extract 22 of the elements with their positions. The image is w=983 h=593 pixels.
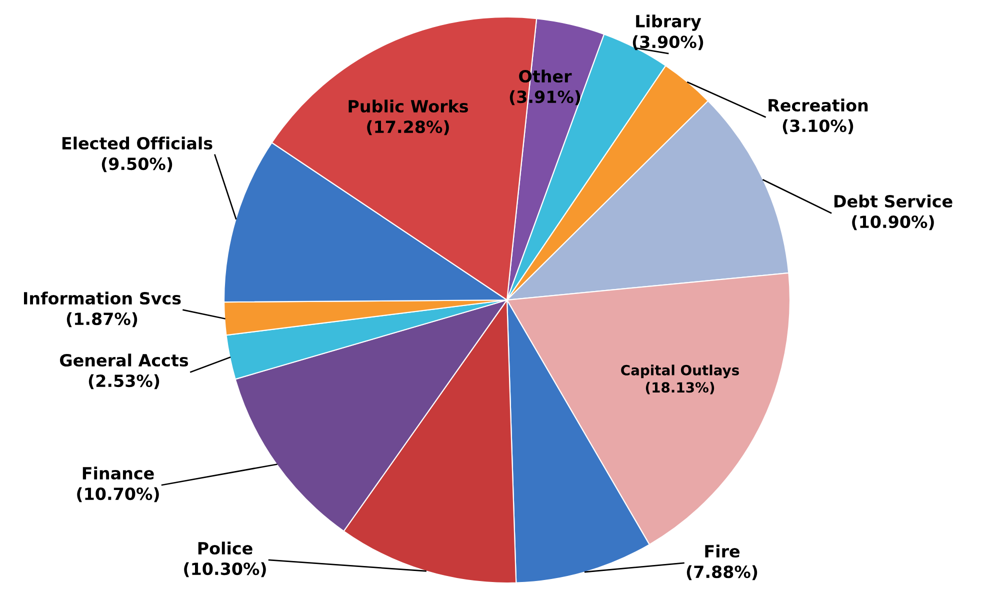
slice-label: Capital Outlays xyxy=(621,364,739,378)
slice-label: Fire xyxy=(705,544,740,558)
data-label: (10.30%) xyxy=(184,562,266,578)
slice-label: Police xyxy=(198,542,252,555)
data-label: (10.90%) xyxy=(852,215,934,230)
slice-label: General Accts xyxy=(60,354,188,367)
data-label: (7.88%) xyxy=(686,565,758,580)
data-label: (9.50%) xyxy=(102,157,172,172)
slice-label: Recreation xyxy=(768,98,868,112)
data-label: (18.13%) xyxy=(646,382,714,394)
slice-label: Public Works xyxy=(348,100,468,113)
data-label: (3.90%) xyxy=(632,35,704,50)
slice-label: Finance xyxy=(82,466,154,480)
slice-label: Debt Service xyxy=(834,194,952,208)
data-label: (1.87%) xyxy=(66,312,138,328)
data-label: (3.10%) xyxy=(782,119,854,134)
data-label: (17.28%) xyxy=(367,120,449,136)
slice-label: Elected Officials xyxy=(62,136,212,150)
data-label: (10.70%) xyxy=(77,487,159,502)
data-label: (2.53%) xyxy=(88,374,160,390)
slice-label: Information Svcs xyxy=(24,292,181,305)
slice-label: Library xyxy=(636,14,702,31)
